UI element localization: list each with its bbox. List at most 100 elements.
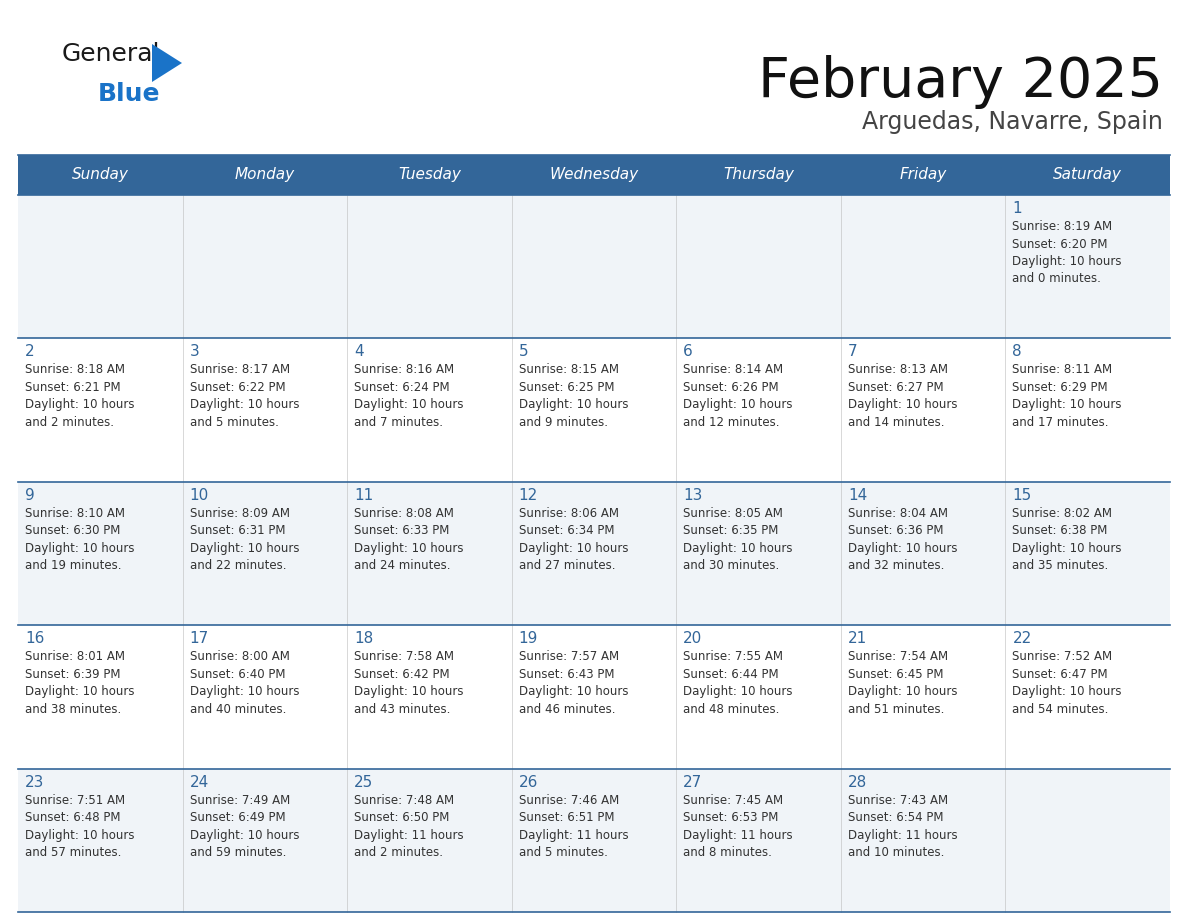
Text: 28: 28 <box>848 775 867 789</box>
Text: Sunset: 6:26 PM: Sunset: 6:26 PM <box>683 381 779 394</box>
Text: Sunrise: 8:04 AM: Sunrise: 8:04 AM <box>848 507 948 520</box>
Text: Sunset: 6:34 PM: Sunset: 6:34 PM <box>519 524 614 537</box>
Text: 22: 22 <box>1012 632 1031 646</box>
Text: and 5 minutes.: and 5 minutes. <box>519 846 607 859</box>
Text: Daylight: 10 hours: Daylight: 10 hours <box>1012 542 1121 554</box>
Text: Sunrise: 7:58 AM: Sunrise: 7:58 AM <box>354 650 454 663</box>
Text: Daylight: 10 hours: Daylight: 10 hours <box>25 542 134 554</box>
Text: 2: 2 <box>25 344 34 360</box>
Polygon shape <box>152 44 182 82</box>
Text: 19: 19 <box>519 632 538 646</box>
Text: and 14 minutes.: and 14 minutes. <box>848 416 944 429</box>
Text: 27: 27 <box>683 775 702 789</box>
Text: Sunrise: 8:01 AM: Sunrise: 8:01 AM <box>25 650 125 663</box>
Text: Sunrise: 8:11 AM: Sunrise: 8:11 AM <box>1012 364 1112 376</box>
Text: Sunrise: 8:00 AM: Sunrise: 8:00 AM <box>190 650 290 663</box>
Text: Daylight: 10 hours: Daylight: 10 hours <box>1012 685 1121 699</box>
Text: Sunset: 6:29 PM: Sunset: 6:29 PM <box>1012 381 1108 394</box>
Text: Sunrise: 8:13 AM: Sunrise: 8:13 AM <box>848 364 948 376</box>
Text: and 0 minutes.: and 0 minutes. <box>1012 273 1101 285</box>
Text: Sunset: 6:53 PM: Sunset: 6:53 PM <box>683 812 778 824</box>
Text: Daylight: 11 hours: Daylight: 11 hours <box>848 829 958 842</box>
Text: Friday: Friday <box>899 167 947 183</box>
Text: Daylight: 10 hours: Daylight: 10 hours <box>848 685 958 699</box>
Text: Monday: Monday <box>235 167 295 183</box>
Text: Daylight: 11 hours: Daylight: 11 hours <box>519 829 628 842</box>
Text: Sunrise: 8:18 AM: Sunrise: 8:18 AM <box>25 364 125 376</box>
Text: Sunrise: 8:14 AM: Sunrise: 8:14 AM <box>683 364 783 376</box>
Text: Sunrise: 7:55 AM: Sunrise: 7:55 AM <box>683 650 783 663</box>
Text: 26: 26 <box>519 775 538 789</box>
Text: and 22 minutes.: and 22 minutes. <box>190 559 286 572</box>
Text: 3: 3 <box>190 344 200 360</box>
Text: Sunset: 6:54 PM: Sunset: 6:54 PM <box>848 812 943 824</box>
Text: 8: 8 <box>1012 344 1022 360</box>
Text: Sunrise: 7:49 AM: Sunrise: 7:49 AM <box>190 793 290 807</box>
Text: Sunrise: 8:06 AM: Sunrise: 8:06 AM <box>519 507 619 520</box>
Text: and 8 minutes.: and 8 minutes. <box>683 846 772 859</box>
Text: 14: 14 <box>848 487 867 503</box>
Text: Daylight: 10 hours: Daylight: 10 hours <box>25 685 134 699</box>
Text: Sunrise: 8:15 AM: Sunrise: 8:15 AM <box>519 364 619 376</box>
Text: and 40 minutes.: and 40 minutes. <box>190 702 286 716</box>
Bar <box>18 195 1170 339</box>
Text: Daylight: 10 hours: Daylight: 10 hours <box>1012 255 1121 268</box>
Text: and 38 minutes.: and 38 minutes. <box>25 702 121 716</box>
Text: and 19 minutes.: and 19 minutes. <box>25 559 121 572</box>
Text: 5: 5 <box>519 344 529 360</box>
Text: Sunrise: 7:48 AM: Sunrise: 7:48 AM <box>354 793 454 807</box>
Text: 6: 6 <box>683 344 693 360</box>
Text: and 5 minutes.: and 5 minutes. <box>190 416 278 429</box>
Text: 4: 4 <box>354 344 364 360</box>
Text: Sunset: 6:30 PM: Sunset: 6:30 PM <box>25 524 120 537</box>
Text: Sunrise: 8:16 AM: Sunrise: 8:16 AM <box>354 364 454 376</box>
Text: and 30 minutes.: and 30 minutes. <box>683 559 779 572</box>
Text: Daylight: 10 hours: Daylight: 10 hours <box>354 542 463 554</box>
Text: Daylight: 10 hours: Daylight: 10 hours <box>354 685 463 699</box>
Text: 1: 1 <box>1012 201 1022 216</box>
Text: and 48 minutes.: and 48 minutes. <box>683 702 779 716</box>
Text: 21: 21 <box>848 632 867 646</box>
Text: Daylight: 10 hours: Daylight: 10 hours <box>1012 398 1121 411</box>
Text: 10: 10 <box>190 487 209 503</box>
Text: 23: 23 <box>25 775 44 789</box>
Text: 9: 9 <box>25 487 34 503</box>
Text: Sunset: 6:50 PM: Sunset: 6:50 PM <box>354 812 449 824</box>
Text: Daylight: 10 hours: Daylight: 10 hours <box>848 542 958 554</box>
Text: Sunrise: 8:17 AM: Sunrise: 8:17 AM <box>190 364 290 376</box>
Text: Sunset: 6:24 PM: Sunset: 6:24 PM <box>354 381 450 394</box>
Text: Sunrise: 7:57 AM: Sunrise: 7:57 AM <box>519 650 619 663</box>
Text: Sunset: 6:27 PM: Sunset: 6:27 PM <box>848 381 943 394</box>
Text: Sunset: 6:36 PM: Sunset: 6:36 PM <box>848 524 943 537</box>
Text: and 12 minutes.: and 12 minutes. <box>683 416 779 429</box>
Text: and 7 minutes.: and 7 minutes. <box>354 416 443 429</box>
Text: Sunrise: 7:51 AM: Sunrise: 7:51 AM <box>25 793 125 807</box>
Text: Daylight: 10 hours: Daylight: 10 hours <box>519 398 628 411</box>
Text: and 2 minutes.: and 2 minutes. <box>354 846 443 859</box>
Text: Sunset: 6:22 PM: Sunset: 6:22 PM <box>190 381 285 394</box>
Text: and 59 minutes.: and 59 minutes. <box>190 846 286 859</box>
Text: and 46 minutes.: and 46 minutes. <box>519 702 615 716</box>
Text: Sunset: 6:48 PM: Sunset: 6:48 PM <box>25 812 120 824</box>
Text: and 43 minutes.: and 43 minutes. <box>354 702 450 716</box>
Text: and 24 minutes.: and 24 minutes. <box>354 559 450 572</box>
Text: Daylight: 11 hours: Daylight: 11 hours <box>683 829 792 842</box>
Text: 7: 7 <box>848 344 858 360</box>
Text: Sunrise: 7:54 AM: Sunrise: 7:54 AM <box>848 650 948 663</box>
Text: and 2 minutes.: and 2 minutes. <box>25 416 114 429</box>
Text: Sunrise: 8:19 AM: Sunrise: 8:19 AM <box>1012 220 1112 233</box>
Text: Sunset: 6:40 PM: Sunset: 6:40 PM <box>190 667 285 681</box>
Text: and 10 minutes.: and 10 minutes. <box>848 846 944 859</box>
Text: and 9 minutes.: and 9 minutes. <box>519 416 608 429</box>
Text: Daylight: 10 hours: Daylight: 10 hours <box>354 398 463 411</box>
Text: Thursday: Thursday <box>723 167 794 183</box>
Bar <box>18 768 1170 912</box>
Text: 24: 24 <box>190 775 209 789</box>
Text: Daylight: 10 hours: Daylight: 10 hours <box>683 398 792 411</box>
Text: Arguedas, Navarre, Spain: Arguedas, Navarre, Spain <box>862 110 1163 134</box>
Text: Sunrise: 7:46 AM: Sunrise: 7:46 AM <box>519 793 619 807</box>
Text: Daylight: 10 hours: Daylight: 10 hours <box>519 685 628 699</box>
Text: Sunrise: 8:10 AM: Sunrise: 8:10 AM <box>25 507 125 520</box>
Text: and 54 minutes.: and 54 minutes. <box>1012 702 1108 716</box>
Text: Sunday: Sunday <box>71 167 128 183</box>
